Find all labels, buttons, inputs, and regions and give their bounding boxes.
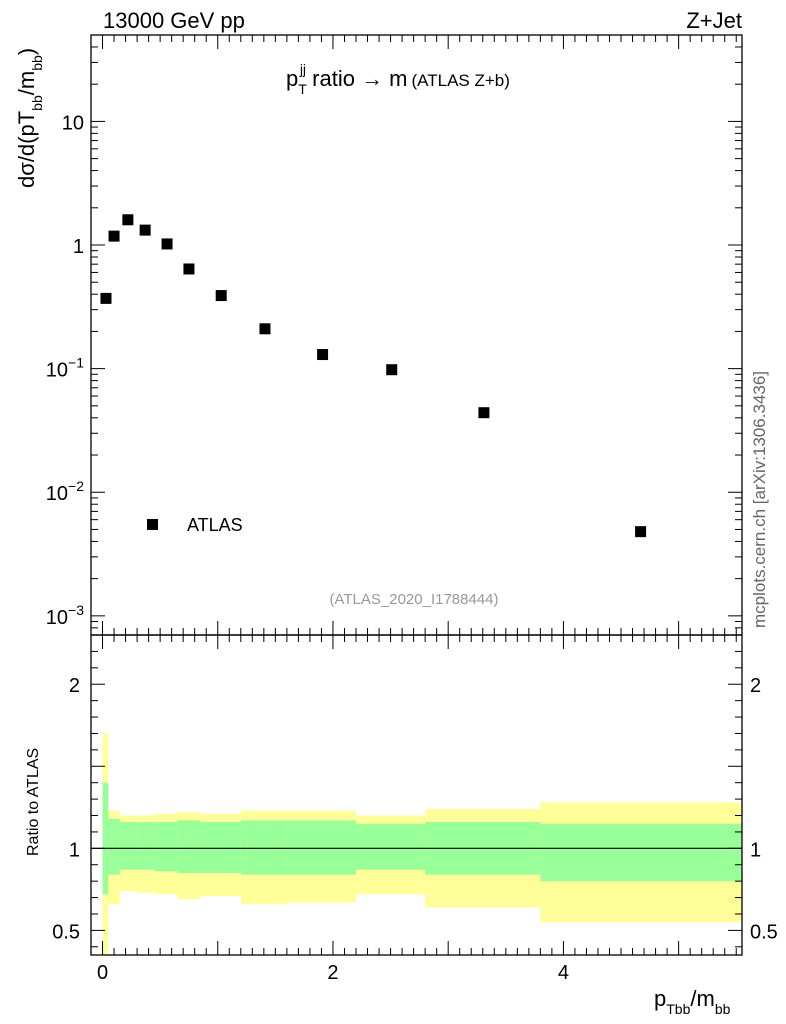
xtick-label-1: 2	[327, 962, 338, 984]
band-inner-1	[108, 818, 120, 875]
ratio-ytick-label-left-1: 1	[69, 839, 80, 861]
main-ytick-base-2: 10	[46, 360, 68, 382]
main-ytick-label-0: 10−3	[46, 602, 84, 629]
data-point-2	[122, 214, 134, 226]
ratio-ytick-label-right-0: 0.5	[750, 921, 778, 943]
data-point-1	[108, 230, 120, 242]
legend-label: ATLAS	[187, 515, 243, 535]
band-inner-5	[177, 820, 201, 873]
axis-ticks	[91, 34, 742, 955]
data-point-10	[478, 407, 490, 419]
watermark: mcplots.cern.ch [arXiv:1306.3436]	[750, 371, 769, 628]
main-ytick-label-2: 10−1	[46, 355, 84, 382]
band-inner-9	[356, 823, 426, 870]
ratio-ytick-label-left-0: 0.5	[52, 921, 80, 943]
band-inner-0	[102, 782, 109, 895]
main-ytick-label-1: 10−2	[46, 478, 84, 505]
main-ytick-exp-0: −3	[68, 602, 84, 618]
main-frame	[90, 34, 743, 636]
band-inner-4	[154, 822, 178, 872]
data-point-3	[139, 224, 151, 236]
xtick-label-0: 0	[97, 962, 108, 984]
ratio-frame	[90, 634, 743, 956]
main-title-sup: jj	[299, 61, 306, 77]
band-inner-7	[240, 820, 287, 875]
main-ytick-label-3: 1	[73, 236, 84, 258]
main-ytick-label-4: 10	[62, 112, 84, 134]
data-point-6	[215, 290, 227, 302]
main-ytick-base-0: 10	[46, 607, 68, 629]
data-point-9	[386, 364, 398, 376]
data-point-11	[635, 526, 647, 538]
ratio-bands	[102, 733, 742, 955]
band-inner-11	[540, 823, 742, 882]
legend-marker	[147, 519, 158, 530]
data-point-5	[183, 263, 195, 275]
process-label: Z+Jet	[686, 8, 742, 33]
band-inner-8	[286, 820, 357, 875]
data-point-0	[100, 292, 112, 304]
ratio-ytick-label-right-2: 2	[750, 675, 761, 697]
data-point-8	[317, 349, 329, 361]
main-ytick-exp-1: −2	[68, 478, 84, 494]
main-title: pTjj ratio → m (ATLAS Z+b)	[286, 61, 510, 97]
main-ylabel: dσ/d(pTbb/mbb)	[14, 48, 45, 188]
data-points	[100, 214, 647, 538]
main-ytick-base-1: 10	[46, 483, 68, 505]
axes-frames	[90, 34, 743, 956]
xtick-label-2: 4	[558, 962, 569, 984]
analysis-id: (ATLAS_2020_I1788444)	[329, 591, 498, 608]
band-inner-3	[137, 822, 155, 870]
main-ytick-exp-2: −1	[68, 355, 84, 371]
data-point-7	[259, 323, 271, 335]
legend: ATLAS	[147, 515, 243, 535]
energy-label: 13000 GeV pp	[103, 8, 245, 33]
ratio-ylabel: Ratio to ATLAS	[25, 748, 42, 856]
main-ytick-base-4: 10	[62, 112, 84, 134]
ratio-ytick-label-right-1: 1	[750, 839, 761, 861]
xlabel: pTbb/mbb	[654, 986, 731, 1017]
main-ytick-base-3: 1	[73, 236, 84, 258]
main-title-sub: T	[298, 81, 307, 97]
ratio-ytick-label-left-2: 2	[69, 675, 80, 697]
band-inner-6	[200, 822, 241, 873]
band-inner-2	[119, 822, 138, 870]
data-point-4	[161, 238, 173, 250]
